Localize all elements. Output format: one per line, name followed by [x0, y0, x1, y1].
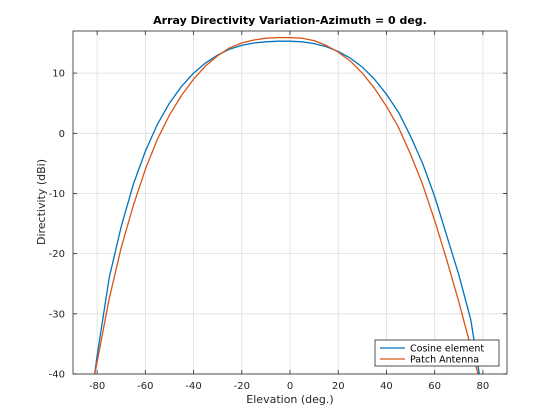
chart-title: Array Directivity Variation-Azimuth = 0 … — [153, 14, 427, 27]
legend-label: Cosine element — [410, 343, 484, 354]
x-tick-label: 20 — [332, 381, 345, 392]
y-tick-label: -40 — [49, 370, 65, 381]
legend-label: Patch Antenna — [410, 354, 479, 365]
x-tick-label: -40 — [185, 381, 201, 392]
x-tick-label: -60 — [137, 381, 153, 392]
legend-box — [374, 339, 500, 367]
axis-ticks: -80 -60 -40 -20 0 20 40 60 80 -40 -30 -20 -10 0 10 — [49, 31, 507, 392]
x-tick-label: -20 — [234, 381, 250, 392]
x-axis-label: Elevation (deg.) — [246, 393, 333, 406]
series-line-1 — [94, 36, 479, 375]
y-axis-label: Directivity (dBi) — [35, 159, 48, 245]
series-layer — [94, 36, 480, 375]
y-tick-label: 10 — [52, 69, 65, 80]
y-tick-label: -20 — [49, 249, 65, 260]
x-tick-label: 0 — [287, 381, 293, 392]
x-tick-label: 80 — [477, 381, 490, 392]
y-tick-label: -10 — [49, 189, 65, 200]
x-tick-label: -80 — [89, 381, 105, 392]
series-line-0 — [94, 40, 480, 375]
y-tick-label: -30 — [49, 309, 65, 320]
x-tick-label: 60 — [428, 381, 441, 392]
y-tick-label: 0 — [59, 129, 65, 140]
x-tick-label: 40 — [380, 381, 393, 392]
